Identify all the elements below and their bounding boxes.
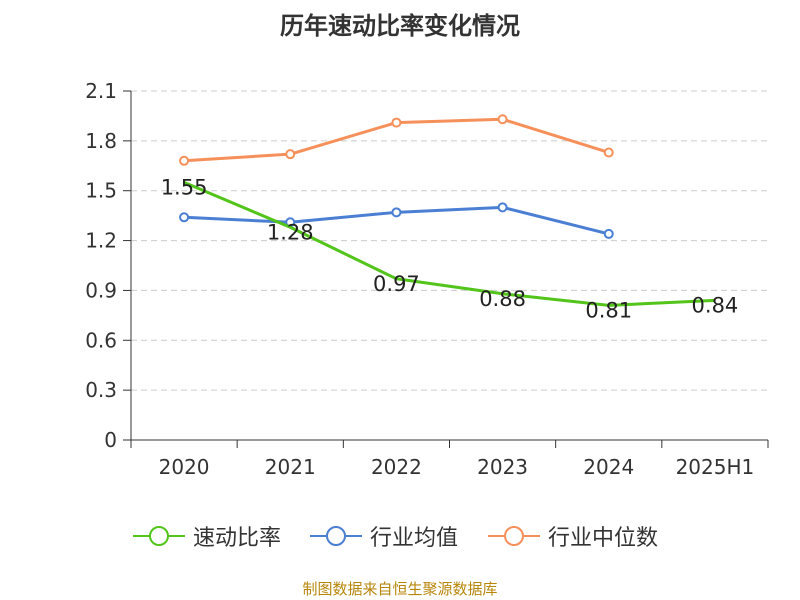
data-labels: 1.55 1.28 0.97 0.88 0.81 0.84 <box>161 175 739 322</box>
x-tick-label: 2022 <box>371 455 422 479</box>
y-tick-label: 1.2 <box>85 229 117 253</box>
chart-title: 历年速动比率变化情况 <box>280 12 520 40</box>
data-point <box>285 149 296 160</box>
legend-marker-quick-ratio <box>133 526 185 546</box>
x-tick-label: 2024 <box>583 455 634 479</box>
data-point <box>391 207 402 218</box>
legend-label: 速动比率 <box>193 526 282 551</box>
x-tick-label: 2025H1 <box>676 455 755 479</box>
x-tick-label: 2020 <box>159 455 210 479</box>
data-label: 0.81 <box>585 298 632 322</box>
x-tick-label: 2021 <box>265 455 316 479</box>
data-point <box>179 155 190 166</box>
data-point <box>603 228 614 239</box>
data-point <box>391 117 402 128</box>
legend-item-quick-ratio[interactable]: 速动比率 <box>133 518 281 554</box>
legend-marker-industry-median <box>488 526 540 546</box>
y-tick-label: 0.3 <box>85 378 117 402</box>
series-line-0 <box>183 181 715 307</box>
source-note: 制图数据来自恒生聚源数据库 <box>302 580 498 598</box>
legend-marker-industry-mean <box>310 526 362 546</box>
x-tick-label: 2023 <box>477 455 528 479</box>
data-label: 0.97 <box>373 272 420 296</box>
y-tick-label: 1.8 <box>85 129 117 153</box>
legend-label: 行业中位数 <box>548 526 659 551</box>
series-lines <box>179 114 715 307</box>
y-tick-label: 0.9 <box>85 278 117 302</box>
y-tick-label: 1.5 <box>85 179 117 203</box>
data-point <box>179 212 190 223</box>
data-label: 0.84 <box>692 293 739 317</box>
legend: 速动比率 行业均值 行业中位数 <box>0 518 800 554</box>
data-label: 1.55 <box>161 175 208 199</box>
y-tick-label: 2.1 <box>85 79 117 103</box>
data-point <box>603 147 614 158</box>
legend-label: 行业均值 <box>370 526 459 551</box>
grid-lines <box>131 90 768 391</box>
legend-item-industry-median[interactable]: 行业中位数 <box>488 518 658 554</box>
axes: 0 0.3 0.6 0.9 1.2 1.5 1.8 2.1 2020 2021 2022 2023 20… <box>85 79 769 479</box>
data-label: 1.28 <box>267 220 314 244</box>
y-tick-label: 0 <box>104 428 117 452</box>
data-point <box>497 114 508 125</box>
data-label: 0.88 <box>479 287 526 311</box>
data-point <box>497 202 508 213</box>
y-tick-label: 0.6 <box>85 328 117 352</box>
legend-item-industry-mean[interactable]: 行业均值 <box>310 518 458 554</box>
